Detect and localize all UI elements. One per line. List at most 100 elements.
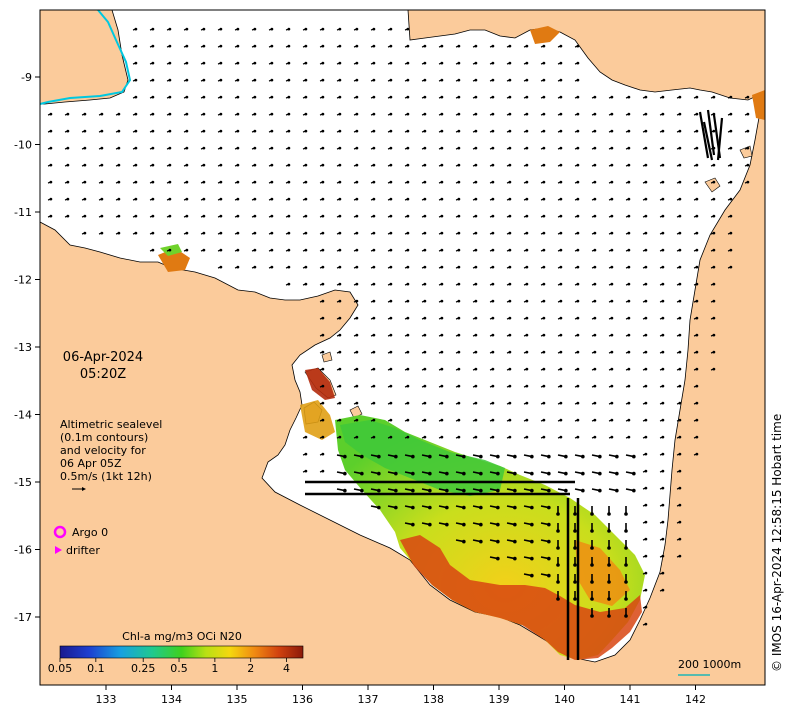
velocity-vector-head bbox=[338, 197, 342, 201]
velocity-vector-head bbox=[83, 180, 87, 184]
velocity-vector-head bbox=[547, 454, 551, 459]
drifter-icon bbox=[55, 546, 62, 554]
velocity-vector-head bbox=[100, 214, 104, 218]
velocity-vector-head bbox=[661, 282, 665, 286]
velocity-vector-head bbox=[661, 401, 665, 405]
velocity-vector-head bbox=[593, 231, 597, 235]
velocity-vector-head bbox=[593, 282, 597, 286]
velocity-vector-head bbox=[525, 435, 529, 439]
velocity-vector-head bbox=[355, 231, 359, 235]
velocity-vector-head bbox=[321, 452, 325, 456]
velocity-vector-head bbox=[423, 231, 427, 235]
velocity-vector-head bbox=[746, 163, 750, 167]
velocity-vector-head bbox=[457, 44, 461, 48]
velocity-vector-head bbox=[406, 401, 410, 405]
velocity-vector-head bbox=[321, 384, 325, 388]
argo-icon bbox=[53, 525, 67, 539]
velocity-vector-head bbox=[304, 78, 308, 82]
velocity-vector-head bbox=[576, 367, 580, 371]
velocity-vector-head bbox=[479, 471, 483, 476]
legend-line: (0.1m contours) bbox=[60, 431, 149, 444]
velocity-vector-head bbox=[287, 197, 291, 201]
velocity-vector-head bbox=[607, 614, 611, 618]
velocity-vector-head bbox=[185, 231, 189, 235]
velocity-vector-head bbox=[559, 146, 563, 150]
velocity-vector-head bbox=[321, 214, 325, 218]
velocity-vector-head bbox=[411, 454, 415, 459]
velocity-vector-head bbox=[219, 197, 223, 201]
velocity-vector-head bbox=[661, 248, 665, 252]
velocity-vector-head bbox=[607, 529, 611, 533]
velocity-vector-head bbox=[355, 112, 359, 116]
latitude-axis: -9 -10 -11 -12 -13 -14 -15 -16 -17 bbox=[14, 71, 40, 624]
velocity-vector-head bbox=[712, 112, 716, 116]
velocity-vector-head bbox=[491, 112, 495, 116]
velocity-vector-head bbox=[474, 214, 478, 218]
velocity-vector-head bbox=[372, 384, 376, 388]
velocity-vector-head bbox=[219, 265, 223, 269]
velocity-vector-head bbox=[304, 197, 308, 201]
velocity-vector-head bbox=[559, 112, 563, 116]
velocity-vector-head bbox=[321, 350, 325, 354]
velocity-vector-head bbox=[661, 435, 665, 439]
velocity-vector-head bbox=[287, 265, 291, 269]
velocity-vector-head bbox=[508, 248, 512, 252]
velocity-vector-head bbox=[440, 112, 444, 116]
velocity-vector-head bbox=[372, 401, 376, 405]
velocity-vector-head bbox=[576, 129, 580, 133]
velocity-vector-head bbox=[100, 112, 104, 116]
velocity-vector-head bbox=[525, 316, 529, 320]
velocity-vector-head bbox=[440, 214, 444, 218]
velocity-vector-head bbox=[542, 95, 546, 99]
velocity-vector-head bbox=[338, 112, 342, 116]
velocity-vector-head bbox=[547, 488, 551, 493]
velocity-vector-head bbox=[253, 248, 257, 252]
velocity-vector-head bbox=[474, 180, 478, 184]
velocity-vector-head bbox=[338, 180, 342, 184]
velocity-vector-head bbox=[644, 231, 648, 235]
velocity-vector-head bbox=[590, 614, 594, 618]
velocity-vector-head bbox=[729, 197, 733, 201]
velocity-vector-head bbox=[644, 384, 648, 388]
velocity-vector-head bbox=[661, 214, 665, 218]
velocity-vector-head bbox=[644, 299, 648, 303]
velocity-vector-head bbox=[406, 333, 410, 337]
velocity-vector-head bbox=[389, 231, 393, 235]
velocity-vector-head bbox=[530, 522, 534, 527]
velocity-vector-head bbox=[151, 27, 155, 31]
velocity-vector-head bbox=[304, 214, 308, 218]
velocity-vector-head bbox=[491, 401, 495, 405]
velocity-vector-head bbox=[117, 180, 121, 184]
velocity-vector-head bbox=[581, 488, 585, 493]
river-line bbox=[39, 9, 132, 105]
velocity-vector-head bbox=[338, 248, 342, 252]
velocity-vector-head bbox=[304, 44, 308, 48]
velocity-vector-head bbox=[372, 180, 376, 184]
velocity-vector-head bbox=[746, 180, 750, 184]
velocity-vector-head bbox=[661, 316, 665, 320]
velocity-vector-head bbox=[479, 539, 483, 544]
velocity-vector-head bbox=[134, 27, 138, 31]
velocity-vector-head bbox=[406, 61, 410, 65]
longitude-axis: 133 134 135 136 137 138 139 140 141 142 bbox=[96, 685, 706, 706]
velocity-vector-head bbox=[508, 299, 512, 303]
velocity-vector-head bbox=[321, 146, 325, 150]
velocity-vector-head bbox=[624, 614, 628, 618]
velocity-vector-head bbox=[168, 146, 172, 150]
lon-tick-label: 138 bbox=[423, 693, 444, 706]
velocity-vector-head bbox=[712, 95, 716, 99]
velocity-vector-head bbox=[185, 44, 189, 48]
velocity-vector-head bbox=[83, 129, 87, 133]
velocity-vector-head bbox=[406, 146, 410, 150]
velocity-vector-head bbox=[338, 27, 342, 31]
velocity-vector-head bbox=[530, 573, 534, 578]
velocity-vector-head bbox=[496, 454, 500, 459]
velocity-vector-head bbox=[508, 333, 512, 337]
velocity-vector-head bbox=[610, 214, 614, 218]
velocity-vector-head bbox=[151, 248, 155, 252]
velocity-vector-head bbox=[117, 129, 121, 133]
velocity-vector-head bbox=[496, 471, 500, 476]
lat-tick-label: -11 bbox=[14, 206, 32, 219]
velocity-vector-head bbox=[389, 350, 393, 354]
velocity-vector-head bbox=[547, 556, 551, 561]
